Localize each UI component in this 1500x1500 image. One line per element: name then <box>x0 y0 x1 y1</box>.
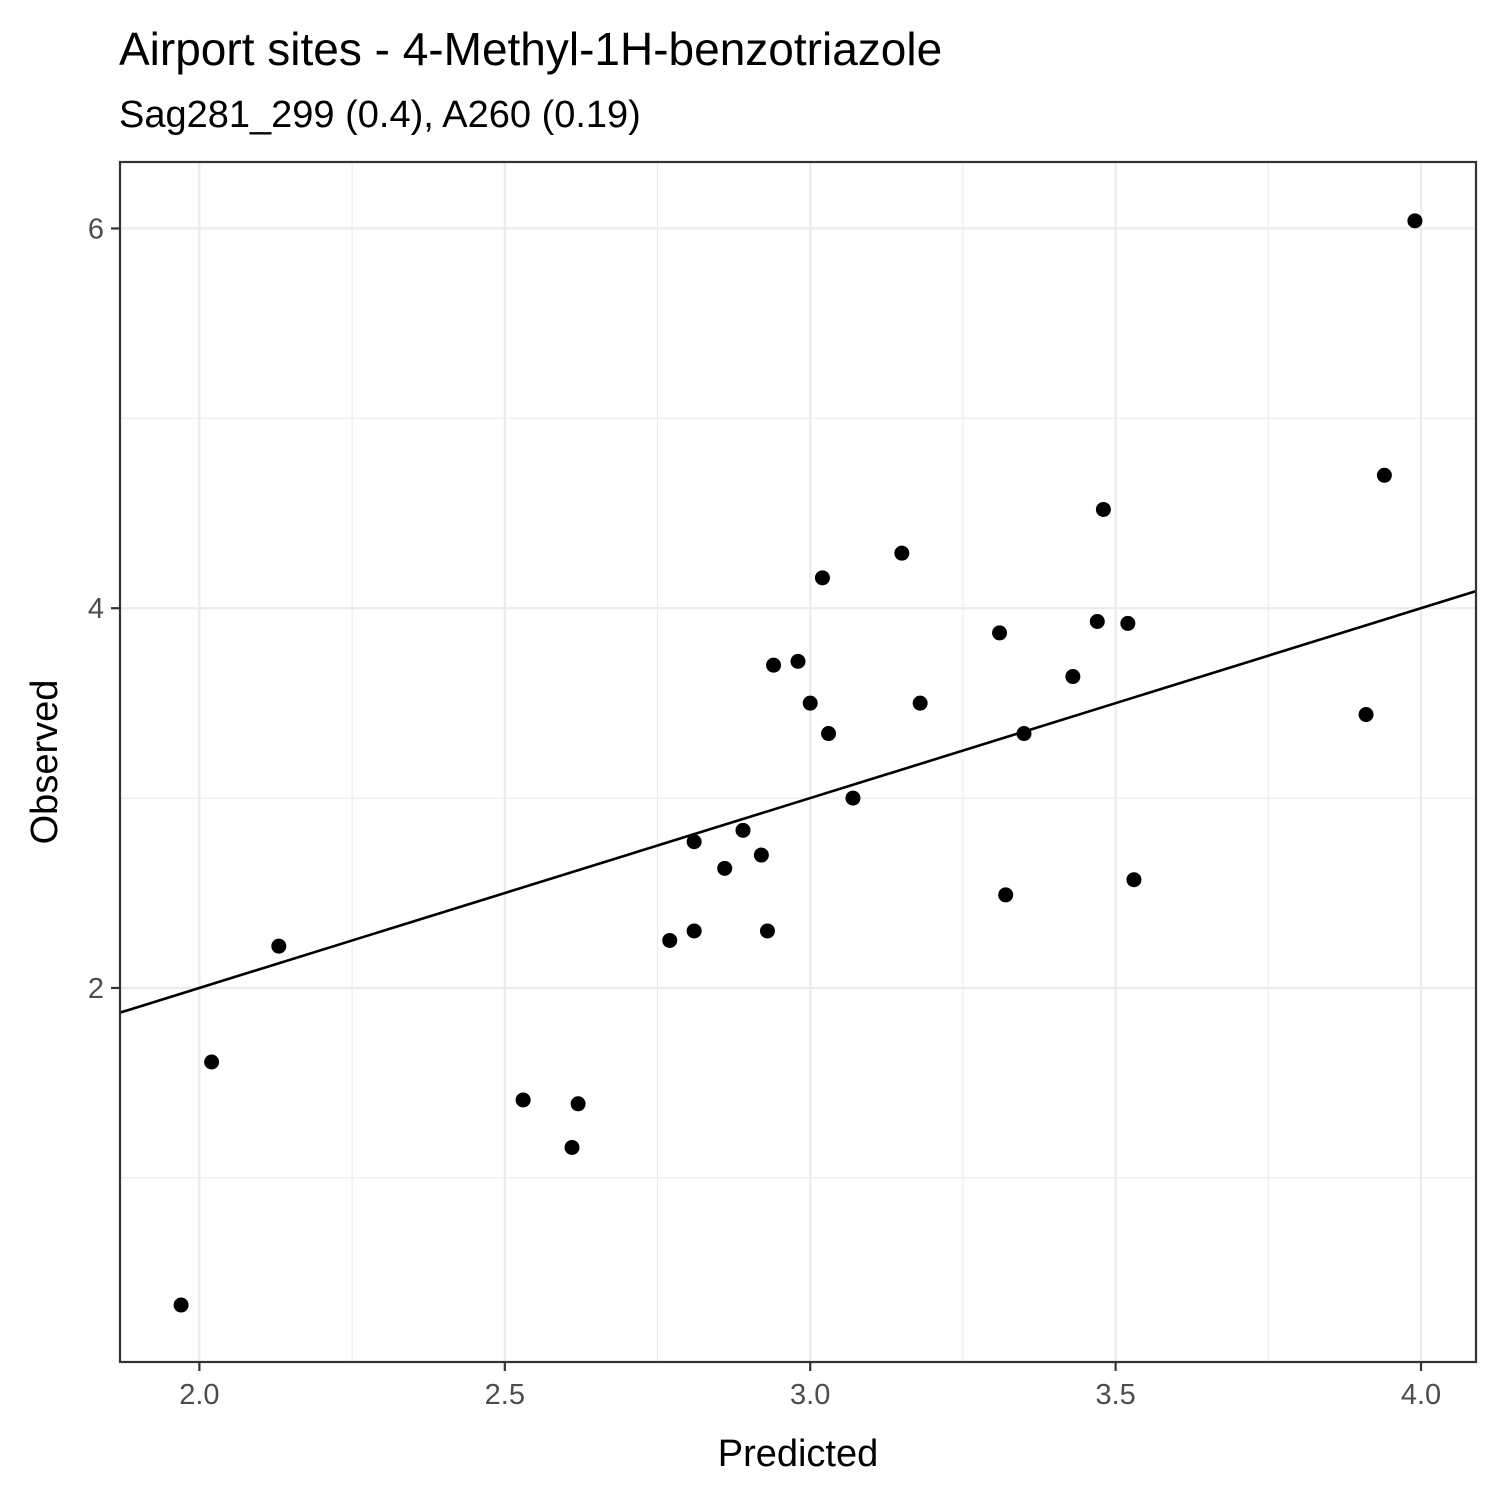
reference-line-layer <box>119 589 1477 1014</box>
data-point <box>515 1092 531 1108</box>
data-point <box>998 887 1014 903</box>
y-tick-label: 4 <box>88 593 104 625</box>
data-point <box>912 695 928 711</box>
data-point <box>1358 707 1374 723</box>
data-point <box>1016 726 1032 742</box>
chart-title: Airport sites - 4-Methyl-1H-benzotriazol… <box>119 23 943 75</box>
data-point <box>173 1297 189 1313</box>
data-point <box>1089 613 1105 629</box>
data-point <box>845 790 861 806</box>
reference-line <box>119 589 1477 1014</box>
data-point <box>1376 467 1392 483</box>
x-axis-title: Predicted <box>718 1433 879 1475</box>
data-point <box>814 570 830 586</box>
data-point <box>992 625 1008 641</box>
x-tick-label: 3.0 <box>790 1379 830 1411</box>
data-point <box>1095 501 1111 517</box>
data-point <box>1407 213 1423 229</box>
data-point <box>271 938 287 954</box>
grid <box>120 162 1476 1362</box>
y-tick-label: 6 <box>88 213 104 245</box>
plot-border <box>118 160 1478 1364</box>
x-tick-label: 2.0 <box>179 1379 219 1411</box>
y-axis-title: Observed <box>24 680 66 845</box>
data-point <box>1126 872 1142 888</box>
data-point <box>662 932 678 948</box>
data-point <box>686 834 702 850</box>
y-tick-label: 2 <box>88 973 104 1005</box>
data-point <box>564 1139 580 1155</box>
data-points <box>173 213 1423 1313</box>
x-tick-label: 2.5 <box>485 1379 525 1411</box>
data-point <box>802 695 818 711</box>
data-point <box>1120 615 1136 631</box>
data-point <box>759 923 775 939</box>
data-point <box>204 1054 220 1070</box>
data-point <box>570 1096 586 1112</box>
x-tick-label: 4.0 <box>1401 1379 1441 1411</box>
axes: 2.0 2.5 3.0 3.5 4.0 2 4 6 <box>88 213 1441 1411</box>
data-point <box>686 923 702 939</box>
data-point <box>717 860 733 876</box>
data-point <box>1065 669 1081 685</box>
data-point <box>790 653 806 669</box>
data-point <box>735 822 751 838</box>
data-point <box>894 545 910 561</box>
x-tick-label: 3.5 <box>1095 1379 1135 1411</box>
data-point <box>766 657 782 673</box>
data-point <box>821 726 837 742</box>
data-point <box>753 847 769 863</box>
chart-subtitle: Sag281_299 (0.4), A260 (0.19) <box>119 94 641 136</box>
